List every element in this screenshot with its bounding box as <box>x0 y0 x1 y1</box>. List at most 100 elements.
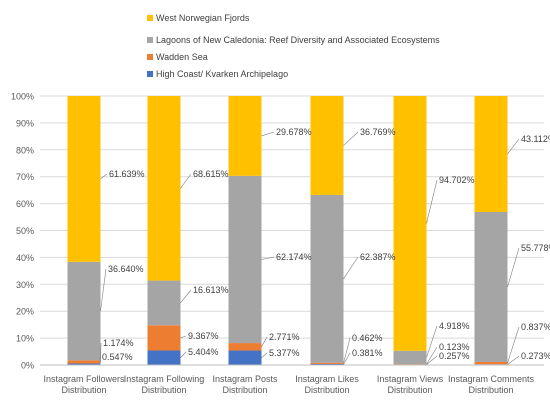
leader-line <box>101 343 102 362</box>
leader-line <box>181 352 187 358</box>
bar-segment <box>229 351 262 365</box>
data-label: 0.273% <box>521 351 550 361</box>
bar-segment <box>148 325 181 350</box>
data-label: 0.837% <box>521 322 550 332</box>
legend-swatch <box>147 71 153 77</box>
leader-line <box>262 132 275 136</box>
bar-segment <box>148 350 181 365</box>
bar-segment <box>311 363 344 364</box>
x-category-label-line: Distribution <box>468 385 513 395</box>
bar-segment <box>394 96 427 351</box>
leader-line <box>344 338 351 363</box>
data-label: 43.112% <box>521 134 550 144</box>
data-label: 5.404% <box>188 347 219 357</box>
data-label: 55.778% <box>521 243 550 253</box>
leader-line <box>262 353 268 358</box>
data-label: 4.918% <box>439 321 470 331</box>
legend: West Norwegian Fjords Lagoons of New Cale… <box>147 13 440 79</box>
bar-segment <box>475 96 508 212</box>
legend-swatch <box>147 37 153 43</box>
leader-line <box>508 248 520 287</box>
bar-segment <box>475 212 508 362</box>
data-label: 62.174% <box>276 252 312 262</box>
data-label: 61.639% <box>109 169 145 179</box>
y-tick-label: 100% <box>11 92 34 102</box>
bar-segment <box>229 343 262 350</box>
data-label: 16.613% <box>193 285 229 295</box>
bar-segment <box>475 362 508 364</box>
y-tick-label: 40% <box>16 253 34 263</box>
bar-segment <box>68 360 101 363</box>
y-tick-label: 50% <box>16 226 34 236</box>
data-label: 29.678% <box>276 127 312 137</box>
leader-line <box>508 139 520 154</box>
data-label: 0.462% <box>352 333 383 343</box>
bar-segment <box>229 96 262 176</box>
data-label: 1.174% <box>103 338 134 348</box>
data-label: 0.547% <box>102 352 133 362</box>
data-label: 0.381% <box>352 348 383 358</box>
data-label: 5.377% <box>269 348 300 358</box>
data-label: 36.769% <box>360 127 396 137</box>
bar-segment <box>68 262 101 361</box>
legend-label: Lagoons of New Caledonia: Reef Diversity… <box>156 35 440 45</box>
x-category-label-line: Instagram Views <box>377 374 444 384</box>
leader-line <box>101 269 107 311</box>
x-category-label-line: Instagram Posts <box>212 374 278 384</box>
y-tick-label: 20% <box>16 307 34 317</box>
x-category-label-line: Distribution <box>222 385 267 395</box>
leader-line <box>344 132 359 145</box>
bar-segment <box>68 96 101 262</box>
leader-line <box>181 174 192 188</box>
y-tick-label: 30% <box>16 280 34 290</box>
data-label: 9.367% <box>188 331 219 341</box>
bar-segment <box>311 96 344 195</box>
y-tick-label: 10% <box>16 334 34 344</box>
y-tick-label: 0% <box>21 361 34 371</box>
bar-segment <box>148 96 181 281</box>
data-label: 68.615% <box>193 169 229 179</box>
data-label: 62.387% <box>360 252 396 262</box>
legend-swatch <box>147 54 153 60</box>
leader-line <box>181 290 192 303</box>
y-tick-label: 70% <box>16 172 34 182</box>
y-tick-label: 90% <box>16 118 34 128</box>
bar-segment <box>394 351 427 364</box>
leader-line <box>427 180 438 223</box>
legend-label: West Norwegian Fjords <box>156 13 250 23</box>
legend-label: High Coast/ Kvarken Archipelago <box>156 69 288 79</box>
legend-label: Wadden Sea <box>156 52 208 62</box>
data-label: 0.257% <box>439 351 470 361</box>
x-category-label-line: Distribution <box>387 385 432 395</box>
x-category-label-line: Instagram Comments <box>448 374 535 384</box>
leader-line <box>181 336 187 338</box>
legend-swatch <box>147 15 153 21</box>
leader-line <box>427 356 438 365</box>
data-label: 36.640% <box>108 264 144 274</box>
data-label: 2.771% <box>269 332 300 342</box>
data-label: 0.123% <box>439 342 470 352</box>
leader-line <box>508 327 520 363</box>
bar-segment <box>148 281 181 326</box>
x-category-label-line: Instagram Following <box>124 374 205 384</box>
x-category-label-line: Distribution <box>304 385 349 395</box>
data-label: 94.702% <box>439 175 475 185</box>
leader-line <box>427 347 438 364</box>
leader-line <box>427 326 438 357</box>
x-category-label-line: Distribution <box>61 385 106 395</box>
x-category-label-line: Instagram Followers <box>43 374 125 384</box>
y-tick-label: 80% <box>16 145 34 155</box>
y-tick-label: 60% <box>16 199 34 209</box>
bar-segment <box>311 195 344 363</box>
bar-segment <box>229 176 262 343</box>
x-category-label-line: Distribution <box>141 385 186 395</box>
